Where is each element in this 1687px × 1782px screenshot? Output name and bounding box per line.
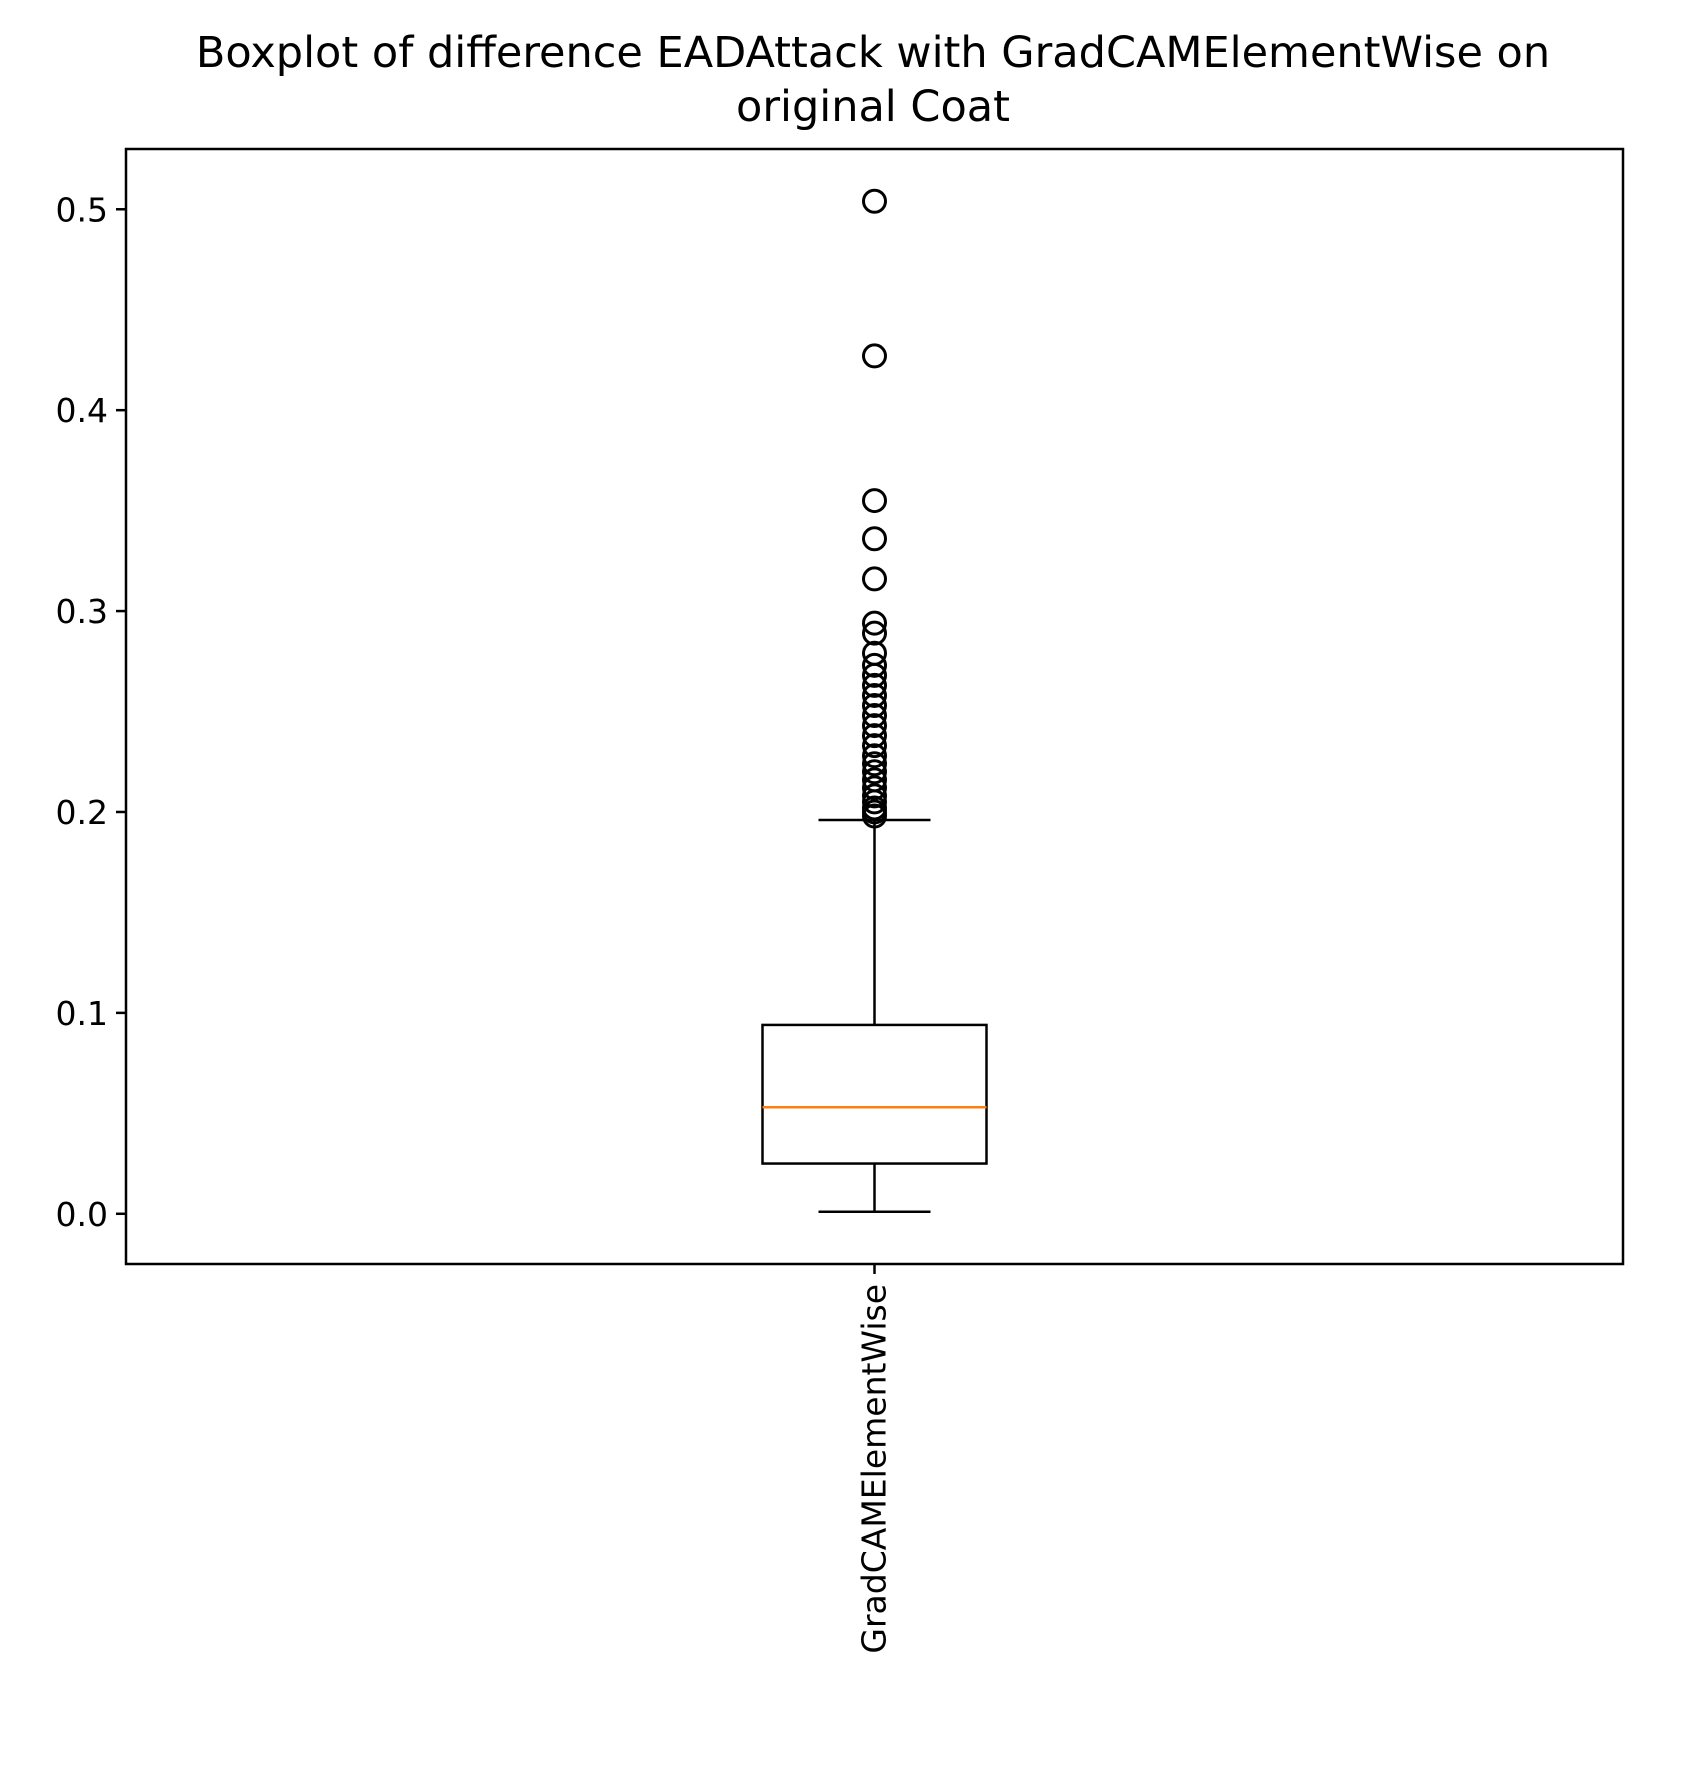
- y-tick-label: 0.5: [56, 190, 108, 229]
- boxes-layer: [761, 188, 988, 1214]
- outlier-point: [862, 775, 887, 801]
- y-tick-label: 0.2: [56, 793, 108, 832]
- outlier-point: [862, 795, 887, 821]
- outlier-point: [862, 620, 887, 646]
- chart-title-line2: original Coat: [736, 82, 1010, 132]
- outlier-point: [862, 759, 887, 785]
- outlier-point: [862, 672, 887, 698]
- outlier-point: [862, 733, 887, 759]
- y-tick-label: 0.0: [56, 1195, 108, 1234]
- y-tick-label: 0.3: [56, 592, 108, 631]
- chart-title-line1: Boxplot of difference EADAttack with Gra…: [196, 28, 1550, 78]
- box-group: [761, 188, 988, 1214]
- outlier-point: [862, 767, 887, 793]
- outlier-point: [862, 682, 887, 708]
- y-tick-label: 0.1: [56, 994, 108, 1033]
- interquartile-box: [761, 1023, 988, 1165]
- outlier-point: [862, 488, 887, 514]
- y-axis: 0.0 0.1 0.2 0.3 0.4 0.5: [56, 190, 126, 1234]
- outlier-point: [862, 652, 887, 678]
- outlier-point: [862, 723, 887, 749]
- outlier-point: [862, 703, 887, 729]
- outlier-point: [862, 640, 887, 666]
- x-tick-label: GradCAMElementWise: [855, 1284, 894, 1654]
- outlier-point: [862, 610, 887, 636]
- outlier-point: [862, 783, 887, 809]
- outlier-point: [862, 751, 887, 777]
- outlier-point: [862, 743, 887, 769]
- plot-area-frame: [124, 147, 1625, 1266]
- y-tick-label: 0.4: [56, 391, 108, 430]
- x-axis: GradCAMElementWise: [855, 1264, 894, 1654]
- outlier-point: [862, 188, 887, 214]
- outlier-point: [862, 566, 887, 592]
- outlier-point: [862, 713, 887, 739]
- outlier-point: [862, 343, 887, 369]
- outlier-point: [862, 526, 887, 552]
- outlier-point: [862, 692, 887, 718]
